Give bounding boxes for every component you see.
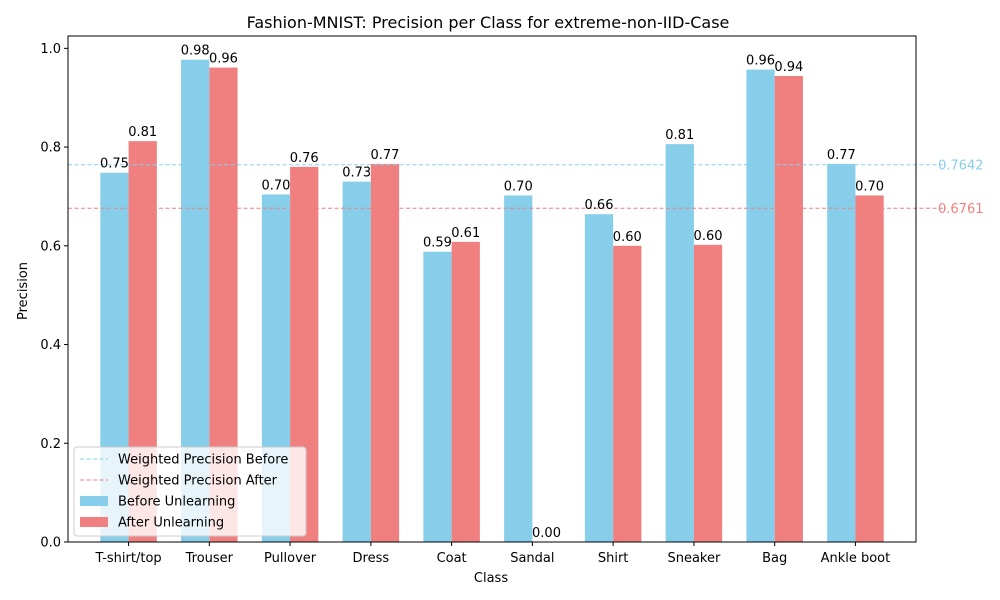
data-label-after-3: 0.77 [371, 148, 400, 163]
data-label-after-5: 0.00 [532, 526, 561, 541]
legend-label-ref-after: Weighted Precision After [118, 474, 278, 489]
x-tick-label-2: Pullover [264, 551, 317, 566]
bar-after-4 [451, 241, 480, 543]
data-label-before-4: 0.59 [423, 236, 452, 251]
bar-before-3 [342, 181, 371, 542]
x-tick-label-4: Coat [437, 551, 467, 566]
bar-after-8 [774, 75, 803, 543]
x-axis-label: Class [474, 571, 508, 586]
y-tick-label-2: 0.4 [40, 338, 61, 353]
y-axis-label: Precision [16, 262, 31, 320]
y-tick-label-4: 0.8 [40, 141, 61, 156]
y-tick-label-0: 0.0 [40, 536, 61, 551]
data-label-before-5: 0.70 [504, 179, 533, 194]
plot-frame [67, 35, 917, 543]
reference-line-label-after: 0.6761 [938, 202, 984, 217]
data-label-before-8: 0.96 [746, 54, 775, 69]
data-label-before-3: 0.73 [342, 166, 371, 181]
x-tick-label-7: Sneaker [667, 551, 721, 566]
legend-label-after: After Unlearning [118, 516, 224, 531]
legend-box [73, 446, 307, 537]
data-label-after-4: 0.61 [451, 226, 480, 241]
chart-title: Fashion-MNIST: Precision per Class for e… [247, 13, 730, 32]
data-label-after-7: 0.60 [694, 229, 723, 244]
x-tick-label-9: Ankle boot [821, 551, 891, 566]
x-tick-label-8: Bag [762, 551, 787, 566]
data-label-before-1: 0.98 [181, 44, 210, 59]
legend-label-ref-before: Weighted Precision Before [118, 453, 288, 468]
bar-before-7 [665, 144, 694, 543]
legend: Weighted Precision Before Weighted Precis… [73, 446, 307, 537]
data-label-before-2: 0.70 [261, 178, 290, 193]
data-label-before-0: 0.75 [100, 157, 129, 172]
x-tick-label-6: Shirt [598, 551, 629, 566]
bar-before-5 [504, 195, 533, 542]
x-tick-label-5: Sandal [510, 551, 554, 566]
bar-before-8 [746, 69, 775, 542]
bar-after-3 [370, 163, 400, 543]
x-tick-label-1: Trouser [185, 551, 234, 566]
data-label-after-6: 0.60 [613, 230, 642, 245]
data-label-after-0: 0.81 [128, 125, 157, 140]
data-label-before-6: 0.66 [585, 198, 614, 213]
data-label-after-8: 0.94 [774, 60, 803, 75]
data-label-after-9: 0.70 [855, 179, 884, 194]
data-label-after-1: 0.96 [209, 52, 238, 67]
y-tick-label-5: 1.0 [40, 42, 61, 57]
data-label-after-2: 0.76 [290, 151, 319, 166]
legend-label-before: Before Unlearning [118, 495, 235, 510]
legend-marker-after [80, 517, 108, 527]
reference-line-label-before: 0.7642 [938, 159, 984, 174]
bar-before-9 [827, 163, 856, 543]
x-tick-label-3: Dress [353, 551, 390, 566]
data-label-before-9: 0.77 [827, 148, 856, 163]
y-tick-label-3: 0.6 [40, 239, 61, 254]
bar-after-6 [613, 245, 642, 542]
bar-after-9 [855, 195, 884, 542]
bar-before-4 [423, 251, 452, 543]
bar-after-7 [693, 244, 723, 542]
legend-marker-before [80, 496, 108, 506]
y-tick-label-1: 0.2 [40, 437, 61, 452]
x-tick-label-0: T-shirt/top [94, 551, 161, 566]
data-label-before-7: 0.81 [665, 128, 694, 143]
bar-before-6 [584, 214, 614, 542]
